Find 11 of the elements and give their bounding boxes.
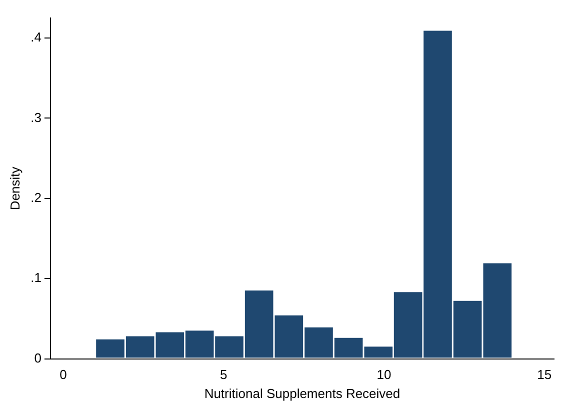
x-tick-label: 0 [60,367,67,382]
y-tick-label: .2 [30,190,42,205]
x-tick-label: 10 [376,367,392,382]
y-tick-label: .3 [30,110,42,125]
x-tick-label: 5 [220,367,228,382]
x-tick-label: 15 [537,367,552,382]
y-axis-title: Density [7,166,22,210]
y-tick-label: .1 [30,270,42,286]
y-tick-label: 0 [34,350,42,366]
y-tick-label: .4 [30,30,42,45]
x-axis-title: Nutritional Supplements Received [204,386,400,401]
